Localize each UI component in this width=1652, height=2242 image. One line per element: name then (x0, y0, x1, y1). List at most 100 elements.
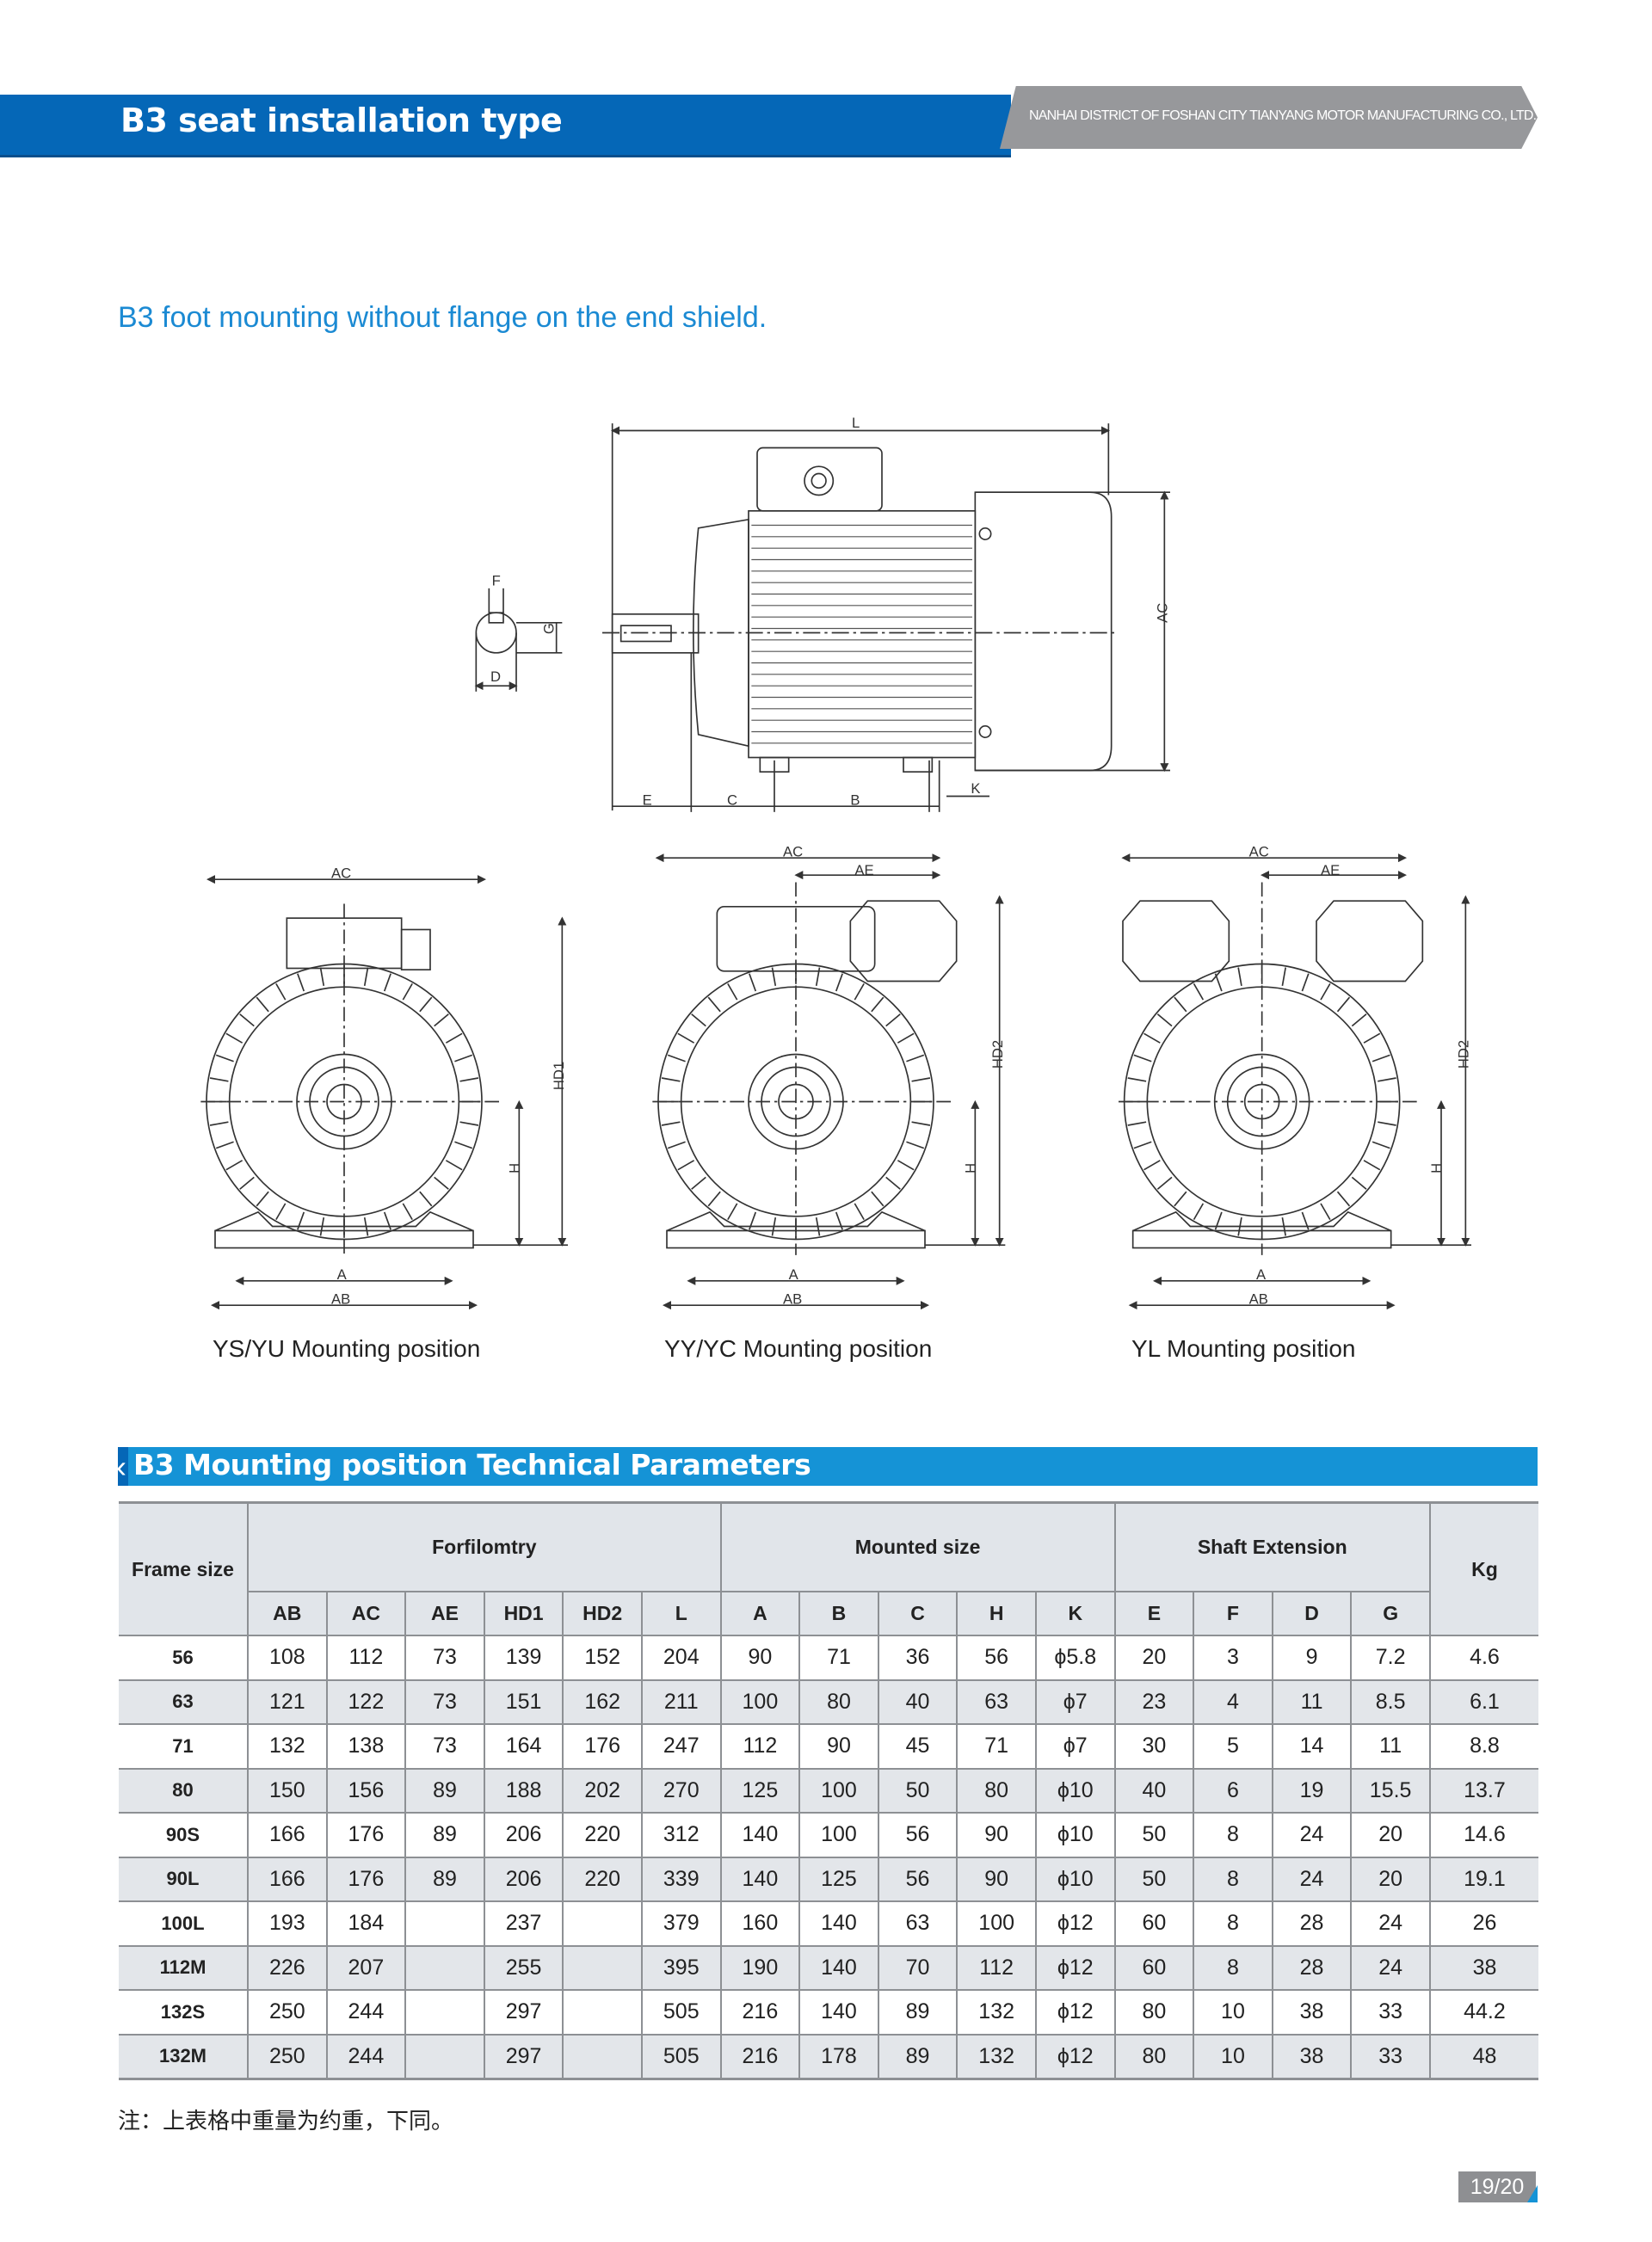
cooling-fin (1320, 982, 1331, 1001)
table-cell: 20 (1350, 1812, 1431, 1858)
table-cell: 206 (483, 1812, 564, 1858)
terminal-box (1122, 900, 1230, 982)
column-header: B (798, 1590, 879, 1636)
table-cell: 30 (1113, 1723, 1195, 1770)
cooling-fin (707, 1191, 721, 1207)
cooling-fin (1320, 1203, 1331, 1221)
table-cell: 11 (1350, 1723, 1431, 1770)
cooling-fin (871, 996, 885, 1013)
table-cell: 140 (798, 1944, 879, 1991)
table-cell: 139 (483, 1635, 564, 1681)
page-title: B3 seat installation type (120, 102, 563, 139)
table-cell: 160 (719, 1900, 801, 1947)
cooling-fin (363, 967, 369, 987)
table-cell: 8 (1193, 1944, 1273, 1991)
table-cell: 38 (1428, 1944, 1538, 1991)
table-cell: 247 (640, 1723, 722, 1770)
cooling-fin (1351, 1176, 1367, 1190)
cooling-fin (215, 1141, 234, 1149)
foot-base (214, 1229, 474, 1249)
table-row: 80 150 156 89 188 202 270 125 100 50 80 ϕ10 40 6 19 15.… (119, 1767, 1538, 1814)
table-cell: ϕ10 (1034, 1856, 1116, 1902)
table-row: 112M 226 207 255 395 190 140 70 112 ϕ12 60 8 28 24 38 (119, 1944, 1538, 1991)
technical-parameters-table: Frame size Forfilomtry Mounted size Shaf… (119, 1501, 1538, 2080)
table-cell: 505 (640, 2033, 722, 2079)
table-cell: 40 (877, 1678, 959, 1725)
column-header: AB (248, 1590, 328, 1636)
cooling-fin (1363, 1160, 1381, 1171)
table-cell: 56 (956, 1635, 1037, 1681)
cooling-fin (402, 982, 413, 1001)
table-cell: 140 (719, 1812, 801, 1858)
table-row: 63 121 122 73 151 162 211 100 80 40 63 ϕ7 23 4 11 8.5 6.… (119, 1678, 1538, 1725)
cooling-fin (1156, 1013, 1173, 1027)
table-cell: 89 (877, 1989, 959, 2036)
cooling-fin (256, 996, 269, 1013)
cooling-fin (419, 996, 433, 1013)
company-name: NANHAI DISTRICT OF FOSHAN CITY TIANYANG … (1029, 108, 1537, 123)
view3-label-AB: AB (1249, 1291, 1268, 1308)
view2-label-AE: AE (854, 862, 873, 878)
cooling-fin (885, 1013, 901, 1027)
table-cell: 184 (325, 1900, 407, 1947)
foot-base (666, 1229, 926, 1249)
table-cell: 9 (1271, 1635, 1353, 1681)
foot (1132, 1210, 1391, 1232)
table-cell: 60 (1113, 1944, 1195, 1991)
cooling-fin (319, 967, 325, 987)
table-cell: 19 (1271, 1767, 1353, 1814)
cooling-fin (871, 1191, 885, 1207)
table-cell: 505 (640, 1989, 722, 2036)
table-cell: 156 (325, 1767, 407, 1814)
cooling-fin (835, 973, 843, 992)
cooling-fin (911, 1077, 931, 1082)
table-cell: 121 (247, 1678, 328, 1725)
table-cell: 226 (247, 1944, 328, 1991)
caption-yl: YL Mounting position (1131, 1335, 1356, 1362)
table-cell: 89 (404, 1767, 485, 1814)
front-view-2 (652, 853, 1006, 1310)
table-cell: 90 (956, 1812, 1037, 1858)
frame-size-cell: 100L (119, 1900, 249, 1947)
cooling-fin (906, 1054, 925, 1062)
cooling-fin (209, 1121, 229, 1126)
dim-label-F: F (492, 573, 501, 589)
cooling-fin (1156, 1176, 1173, 1190)
frame-size-cell: 80 (119, 1767, 249, 1814)
table-cell: 132 (956, 1989, 1037, 2036)
view2-label-HD2: HD2 (989, 1040, 1006, 1069)
table-cell: 26 (1428, 1900, 1538, 1947)
front-view-1 (200, 875, 568, 1310)
view1-label-HD1: HD1 (551, 1062, 567, 1090)
dim-label-D: D (490, 668, 501, 685)
table-cell: 90 (719, 1635, 801, 1681)
caption-yy-yc: YY/YC Mounting position (664, 1335, 933, 1362)
cooling-fin (1127, 1077, 1147, 1082)
table-cell: 24 (1350, 1900, 1431, 1947)
frame-size-cell: 90L (119, 1856, 249, 1902)
cooling-fin (1237, 967, 1242, 987)
column-header: AC (325, 1590, 407, 1636)
table-cell: 140 (719, 1856, 801, 1902)
cooling-fin (445, 1032, 463, 1044)
cooling-fin (1351, 1013, 1367, 1027)
dim-label-AC: AC (1155, 603, 1171, 623)
table-cell: 152 (562, 1635, 643, 1681)
table-cell: 15.5 (1350, 1767, 1431, 1814)
table-cell: 270 (640, 1767, 722, 1814)
table-cell: 312 (640, 1812, 722, 1858)
cooling-fin (256, 1191, 269, 1207)
table-cell: 122 (325, 1678, 407, 1725)
table-cell: 176 (325, 1812, 407, 1858)
cooling-fin (1143, 1160, 1161, 1171)
header-shaft-extension: Shaft Extension (1113, 1501, 1431, 1592)
dim-label-E: E (643, 792, 652, 809)
table-cell: 73 (404, 1723, 485, 1770)
table-cell: 73 (404, 1678, 485, 1725)
cooling-fin (454, 1141, 473, 1149)
table-cell (404, 1989, 485, 2036)
view2-label-A: A (789, 1266, 799, 1283)
cooling-fin (383, 973, 391, 992)
column-header: G (1350, 1590, 1430, 1636)
table-cell (404, 1900, 485, 1947)
